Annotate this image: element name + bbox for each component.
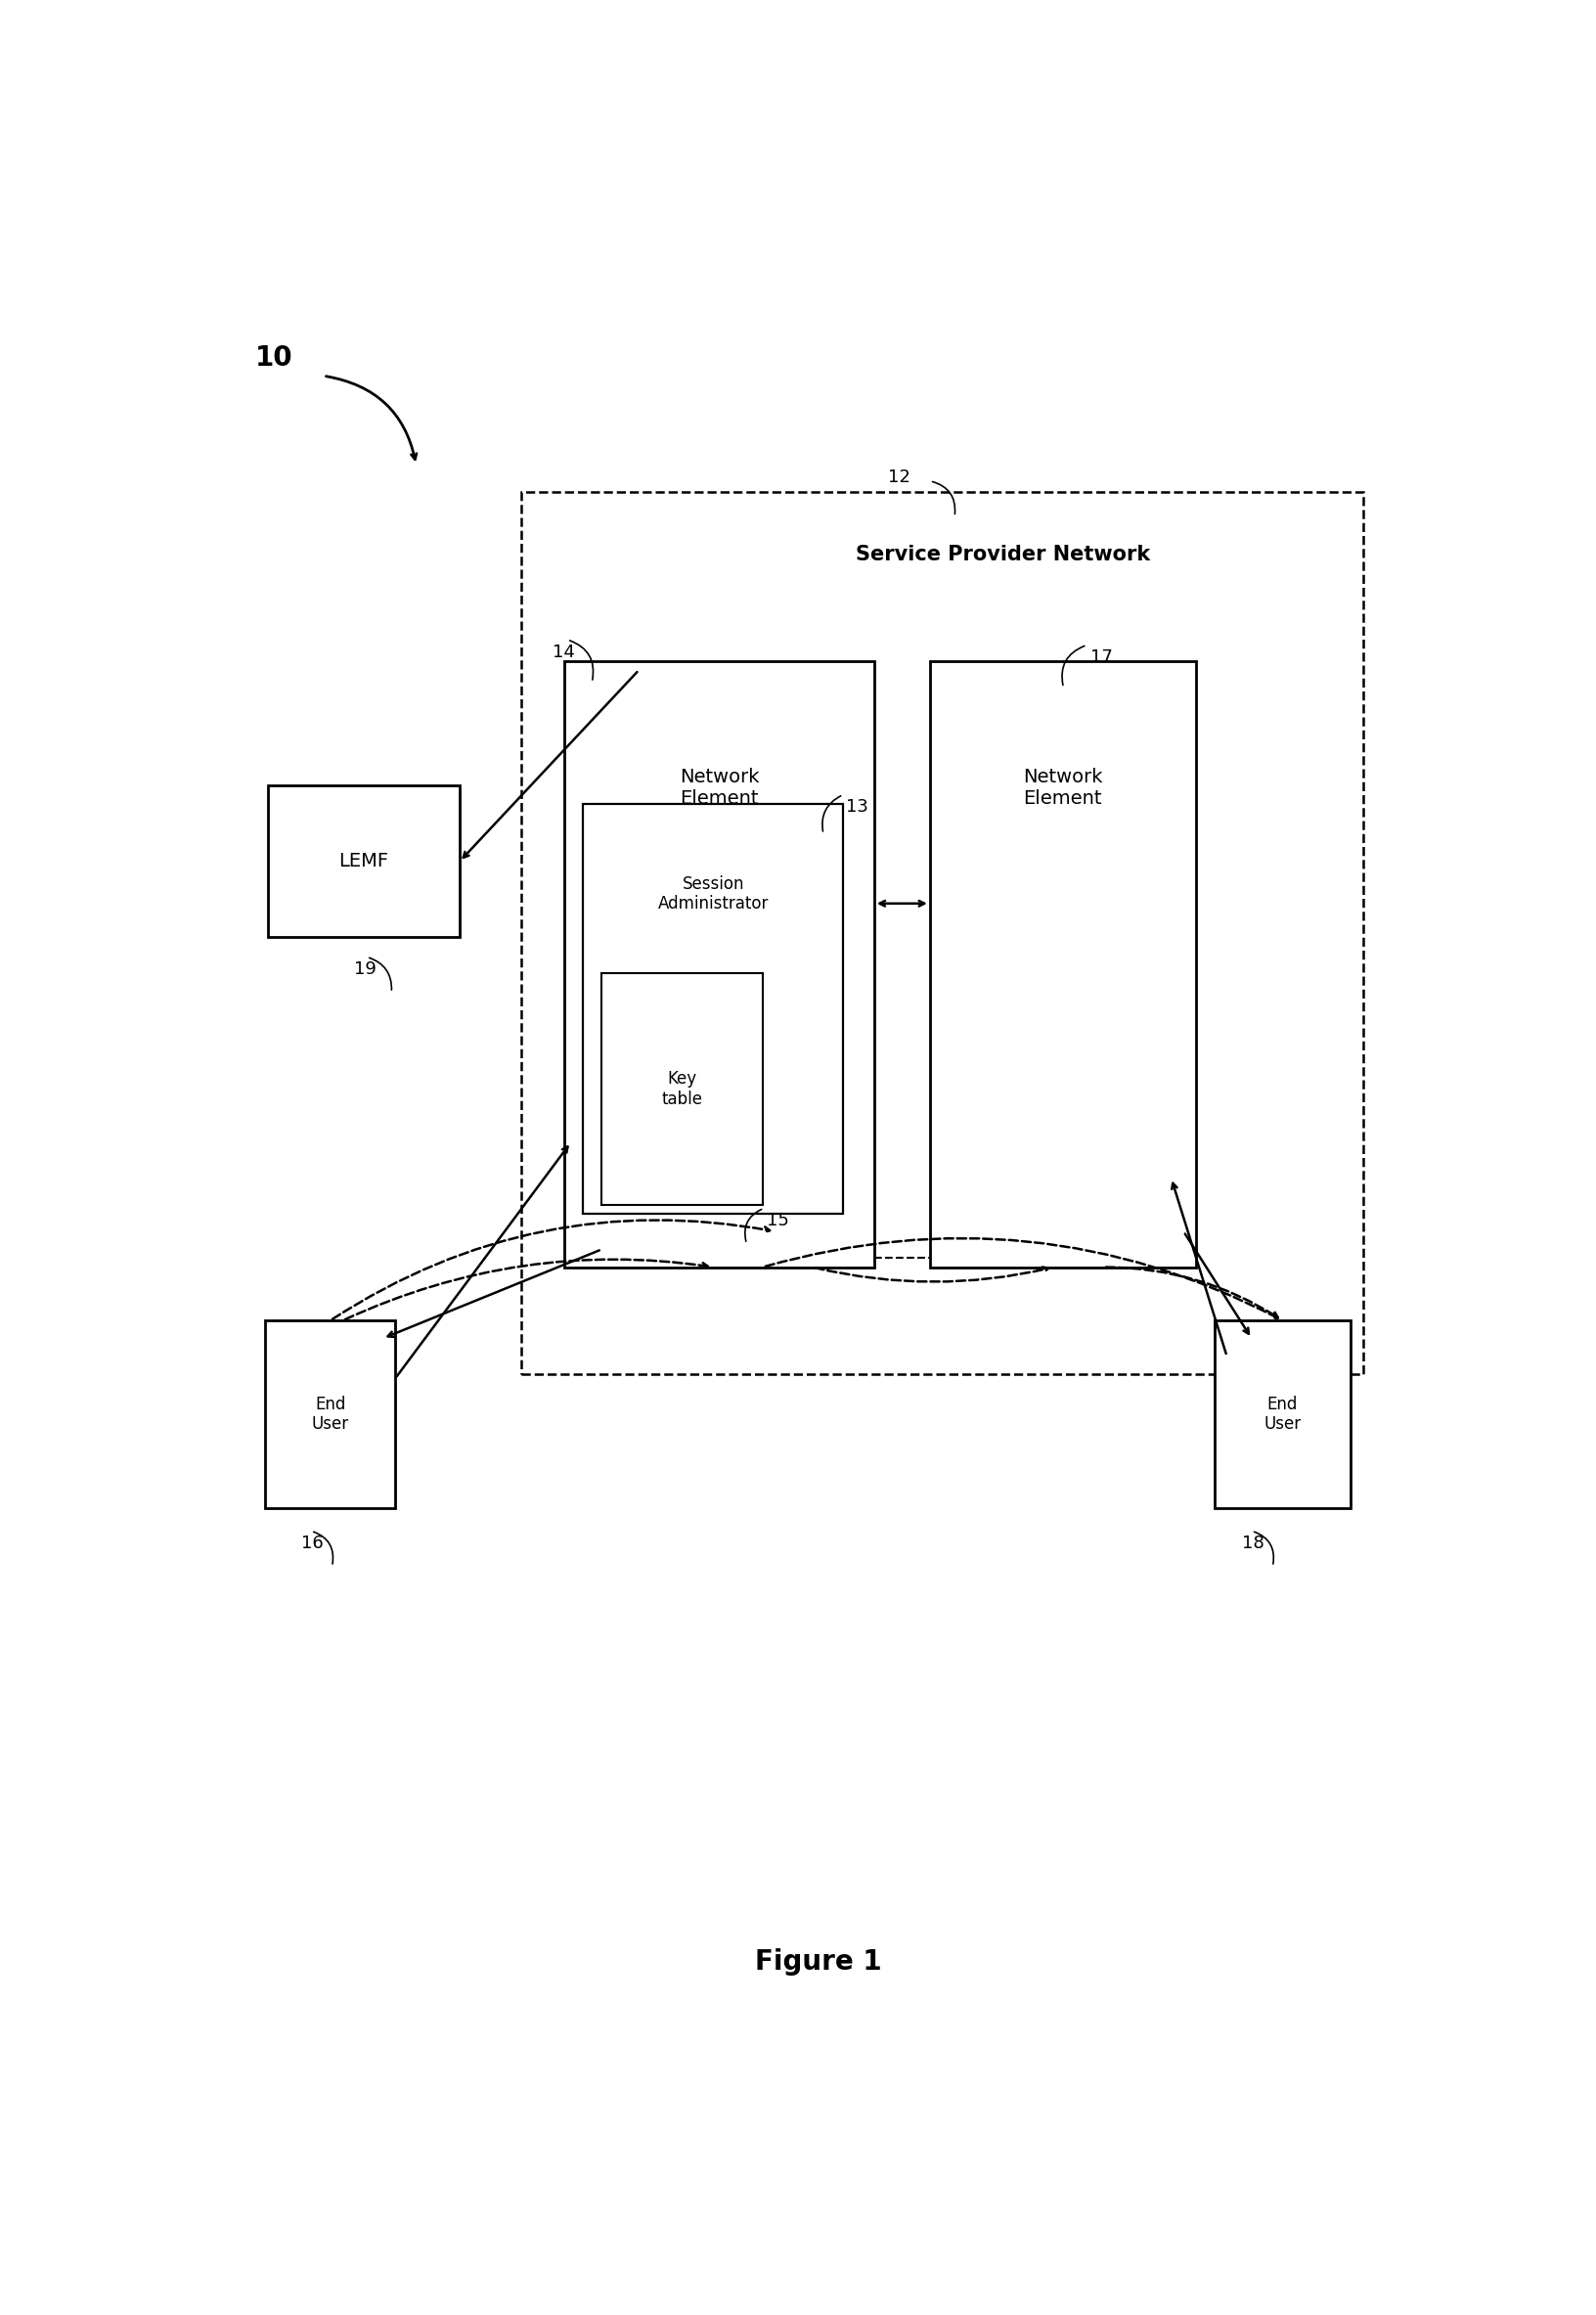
Text: LEMF: LEMF <box>338 852 388 870</box>
Text: 15: 15 <box>766 1211 788 1229</box>
Text: 18: 18 <box>1242 1535 1262 1551</box>
Text: 13: 13 <box>846 799 868 815</box>
Bar <box>565 662 873 1266</box>
Text: 10: 10 <box>255 345 292 373</box>
Text: Network
Element: Network Element <box>680 769 758 808</box>
Bar <box>929 662 1195 1266</box>
Bar <box>520 491 1363 1375</box>
Text: Network
Element: Network Element <box>1023 769 1103 808</box>
Text: Figure 1: Figure 1 <box>755 1949 881 1977</box>
Bar <box>265 1320 394 1507</box>
Bar <box>602 972 763 1204</box>
Text: 14: 14 <box>552 644 575 660</box>
Bar <box>583 803 843 1213</box>
Text: Service Provider Network: Service Provider Network <box>855 544 1149 565</box>
Text: Key
table: Key table <box>661 1070 702 1109</box>
Text: Session
Administrator: Session Administrator <box>658 875 768 912</box>
Text: End
User: End User <box>1262 1396 1301 1433</box>
Text: 19: 19 <box>354 961 377 979</box>
Text: 12: 12 <box>887 468 910 486</box>
Text: End
User: End User <box>311 1396 348 1433</box>
Bar <box>1215 1320 1350 1507</box>
Text: 16: 16 <box>302 1535 322 1551</box>
Text: 17: 17 <box>1090 648 1112 667</box>
Bar <box>268 785 460 938</box>
